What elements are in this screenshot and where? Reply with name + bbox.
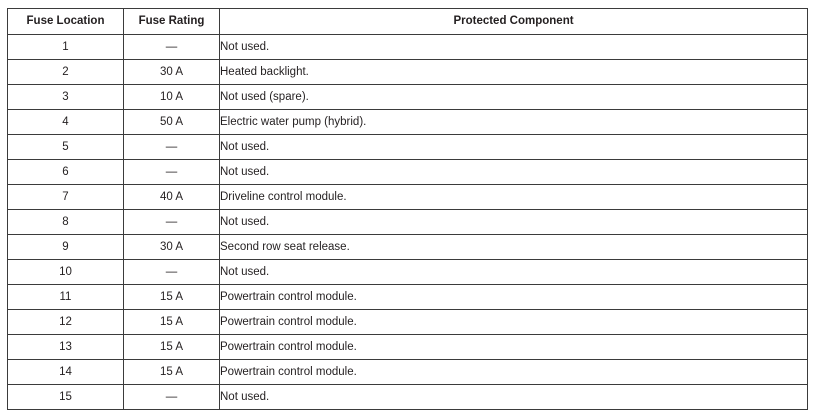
cell-fuse-location: 9 [7,234,124,260]
table-row: 4 50 A Electric water pump (hybrid). [7,109,808,135]
table-row: 14 15 A Powertrain control module. [7,359,808,385]
table-row: 10— Not used. [7,259,808,285]
column-header-fuse-rating: Fuse Rating [123,8,220,35]
table-row: 15— Not used. [7,384,808,410]
cell-fuse-rating: 30 A [123,234,220,260]
cell-protected-component: Not used. [219,159,808,185]
cell-fuse-location: 1 [7,34,124,60]
cell-protected-component: Powertrain control module. [219,309,808,335]
cell-protected-component: Electric water pump (hybrid). [219,109,808,135]
table-row: 9 30 A Second row seat release. [7,234,808,260]
cell-fuse-location: 14 [7,359,124,385]
column-header-protected-component: Protected Component [219,8,808,35]
cell-fuse-location: 15 [7,384,124,410]
table-row: 11 15 A Powertrain control module. [7,284,808,310]
cell-fuse-rating: 40 A [123,184,220,210]
cell-protected-component: Not used. [219,34,808,60]
cell-protected-component: Powertrain control module. [219,359,808,385]
table-row: 6— Not used. [7,159,808,185]
cell-fuse-location: 12 [7,309,124,335]
table-header-row: Fuse Location Fuse Rating Protected Comp… [7,8,808,35]
cell-fuse-rating: — [123,134,220,160]
cell-fuse-location: 13 [7,334,124,360]
cell-protected-component: Not used. [219,134,808,160]
cell-protected-component: Not used. [219,259,808,285]
fuse-table-container: Fuse Location Fuse Rating Protected Comp… [7,8,808,410]
table-row: 3 10 A Not used (spare). [7,84,808,110]
table-row: 5— Not used. [7,134,808,160]
column-header-fuse-location: Fuse Location [7,8,124,35]
cell-fuse-location: 3 [7,84,124,110]
cell-protected-component: Driveline control module. [219,184,808,210]
cell-fuse-location: 2 [7,59,124,85]
table-row: 8— Not used. [7,209,808,235]
cell-protected-component: Not used. [219,384,808,410]
cell-fuse-rating: 10 A [123,84,220,110]
table-row: 1— Not used. [7,34,808,60]
cell-fuse-rating: — [123,159,220,185]
cell-fuse-rating: — [123,209,220,235]
cell-fuse-location: 11 [7,284,124,310]
table-row: 12 15 A Powertrain control module. [7,309,808,335]
table-header: Fuse Location Fuse Rating Protected Comp… [7,8,808,35]
cell-fuse-location: 6 [7,159,124,185]
table-row: 7 40 A Driveline control module. [7,184,808,210]
cell-fuse-location: 10 [7,259,124,285]
cell-fuse-rating: 50 A [123,109,220,135]
cell-protected-component: Heated backlight. [219,59,808,85]
cell-fuse-rating: 15 A [123,359,220,385]
cell-fuse-location: 4 [7,109,124,135]
table-row: 13 15 A Powertrain control module. [7,334,808,360]
cell-fuse-location: 8 [7,209,124,235]
cell-protected-component: Not used. [219,209,808,235]
cell-fuse-rating: 15 A [123,334,220,360]
cell-fuse-rating: 15 A [123,284,220,310]
cell-fuse-location: 5 [7,134,124,160]
table-body: 1— Not used. 2 30 A Heated backlight. 3 10 A No… [7,34,808,410]
cell-protected-component: Powertrain control module. [219,334,808,360]
cell-fuse-rating: 15 A [123,309,220,335]
cell-protected-component: Not used (spare). [219,84,808,110]
cell-fuse-location: 7 [7,184,124,210]
table-row: 2 30 A Heated backlight. [7,59,808,85]
fuse-table: Fuse Location Fuse Rating Protected Comp… [7,8,808,410]
cell-fuse-rating: — [123,34,220,60]
cell-protected-component: Second row seat release. [219,234,808,260]
cell-fuse-rating: 30 A [123,59,220,85]
cell-fuse-rating: — [123,384,220,410]
cell-fuse-rating: — [123,259,220,285]
cell-protected-component: Powertrain control module. [219,284,808,310]
